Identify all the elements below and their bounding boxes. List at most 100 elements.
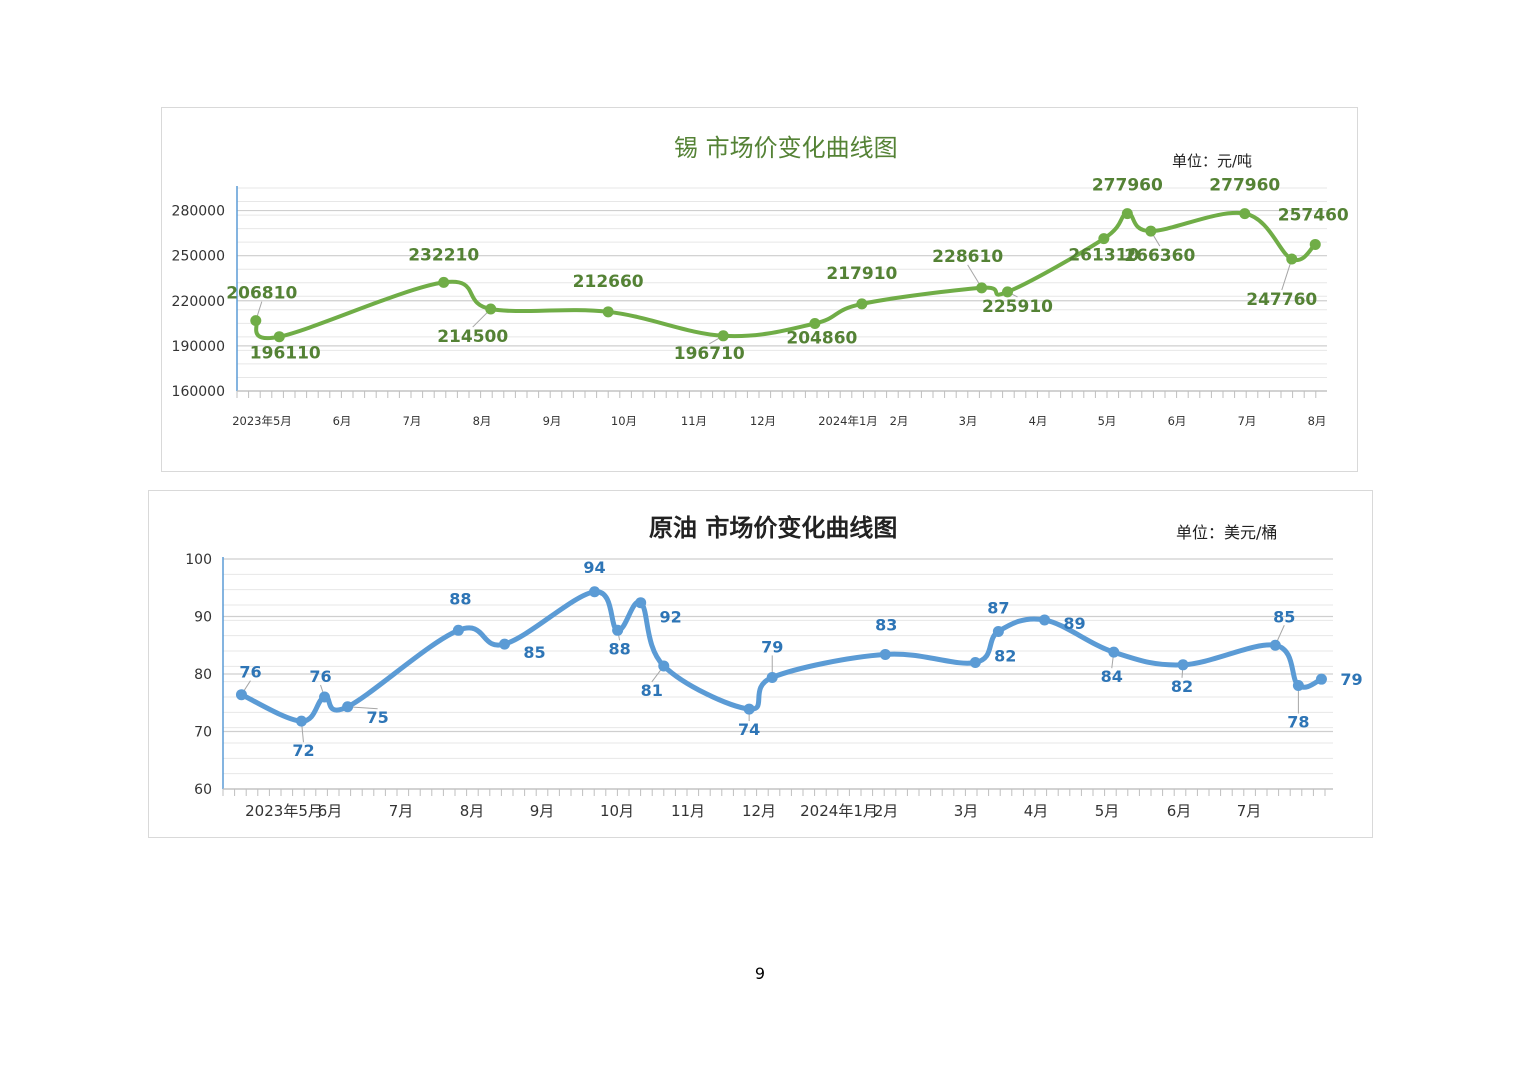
oil-x-tick-label: 7月 — [389, 802, 414, 820]
oil-data-point — [1039, 614, 1051, 626]
oil-data-label: 84 — [1101, 667, 1123, 686]
oil-data-point — [342, 701, 354, 713]
tin-price-chart: 160000 190000 220000 250000 280000 2023年5月 6月 7… — [161, 107, 1358, 472]
oil-data-point — [612, 624, 624, 636]
tin-unit-label: 单位：元/吨 — [1172, 152, 1252, 170]
tin-x-tick-label: 3月 — [959, 414, 978, 428]
oil-y-tick-label: 80 — [194, 667, 212, 683]
oil-data-point — [499, 638, 511, 650]
tin-y-tick-label: 220000 — [172, 294, 225, 310]
oil-data-label: 76 — [239, 663, 261, 682]
tin-data-point — [1121, 208, 1133, 220]
tin-data-label: 232210 — [408, 245, 479, 265]
oil-data-point — [766, 671, 778, 683]
tin-data-point — [1309, 238, 1321, 250]
oil-y-tick-label: 70 — [194, 725, 212, 741]
oil-data-point — [1315, 673, 1327, 685]
tin-y-tick-label: 190000 — [172, 339, 225, 355]
tin-data-point — [856, 298, 868, 310]
crude-oil-price-chart: 60 70 80 90 100 2023年5月 6月 7月 8月 9月 10月 11月 12月 2024年… — [148, 490, 1373, 838]
tin-y-tick-label: 280000 — [172, 204, 225, 220]
tin-x-tick-label: 12月 — [750, 414, 776, 428]
tin-data-label: 277960 — [1209, 176, 1280, 196]
tin-data-point — [1098, 233, 1110, 245]
tin-x-tick-label: 11月 — [681, 414, 707, 428]
tin-y-tick-label: 160000 — [172, 384, 225, 400]
tin-x-tick-label: 9月 — [543, 414, 562, 428]
tin-x-tick-label: 6月 — [333, 414, 352, 428]
tin-data-label: 217910 — [826, 264, 897, 284]
oil-data-point — [589, 586, 601, 598]
oil-series-line — [239, 589, 1324, 724]
oil-data-point — [235, 689, 247, 701]
oil-y-tick-label: 100 — [185, 552, 212, 568]
tin-data-label: 196710 — [674, 344, 745, 364]
tin-x-tick-label: 8月 — [473, 414, 492, 428]
oil-data-point — [295, 715, 307, 727]
tin-data-label: 204860 — [786, 329, 857, 349]
oil-data-label: 89 — [1063, 614, 1085, 633]
oil-data-point — [969, 657, 981, 668]
oil-data-point — [1292, 680, 1304, 691]
tin-data-label: 214500 — [437, 327, 508, 347]
tin-data-point — [717, 330, 729, 342]
tin-x-tick-label: 6月 — [1168, 414, 1187, 428]
oil-data-point — [635, 597, 647, 609]
tin-x-tick-label: 7月 — [1238, 414, 1257, 428]
tin-x-tick-label: 7月 — [403, 414, 422, 428]
oil-data-label: 87 — [987, 598, 1009, 617]
tin-chart-svg: 160000 190000 220000 250000 280000 2023年5月 6月 7… — [172, 134, 1349, 428]
tin-data-point — [976, 282, 988, 294]
oil-data-label: 81 — [641, 681, 663, 700]
tin-data-label: 266360 — [1124, 246, 1195, 266]
tin-y-tick-label: 250000 — [172, 249, 225, 265]
oil-unit-label: 单位：美元/桶 — [1176, 523, 1277, 542]
page-number: 9 — [754, 964, 766, 983]
oil-x-tick-label: 12月 — [742, 802, 776, 820]
oil-data-label: 74 — [738, 720, 760, 739]
tin-data-point — [602, 306, 614, 318]
oil-data-label: 94 — [583, 558, 605, 577]
tin-data-label: 247760 — [1246, 290, 1317, 310]
tin-data-point — [809, 318, 821, 330]
tin-data-label: 277960 — [1092, 176, 1163, 196]
tin-chart-title: 锡 市场价变化曲线图 — [674, 134, 898, 162]
oil-data-point — [658, 660, 670, 672]
oil-data-label: 78 — [1287, 713, 1309, 732]
tin-data-point — [250, 315, 262, 327]
oil-x-tick-label: 4月 — [1024, 802, 1049, 820]
oil-data-point — [319, 691, 331, 703]
tin-x-tick-label: 10月 — [611, 414, 637, 428]
oil-x-tick-label: 3月 — [954, 802, 979, 820]
oil-data-point — [1177, 659, 1189, 671]
oil-data-label: 85 — [523, 643, 545, 662]
oil-data-label: 79 — [761, 637, 783, 656]
tin-x-tick-label: 2024年1月 — [818, 414, 878, 428]
oil-data-point — [1269, 639, 1281, 651]
oil-x-tick-label: 6月 — [318, 802, 343, 820]
tin-data-label: 196110 — [250, 344, 321, 364]
tin-data-label: 225910 — [982, 297, 1053, 317]
oil-data-point — [743, 703, 755, 715]
oil-chart-title: 原油 市场价变化曲线图 — [649, 514, 897, 542]
oil-x-tick-label: 10月 — [600, 802, 634, 820]
oil-data-label: 83 — [875, 615, 897, 634]
tin-data-point — [438, 276, 450, 288]
tin-data-label: 206810 — [226, 284, 297, 304]
tin-x-tick-label: 5月 — [1098, 414, 1117, 428]
tin-data-label: 257460 — [1278, 205, 1349, 225]
oil-x-tick-label: 2月 — [874, 802, 899, 820]
tin-data-point — [485, 303, 497, 315]
oil-data-label: 92 — [660, 608, 682, 627]
oil-data-point — [992, 625, 1004, 637]
tin-series-line — [253, 210, 1318, 341]
tin-data-label: 212660 — [573, 272, 644, 292]
oil-data-label: 72 — [292, 741, 314, 760]
tin-x-tick-label: 2月 — [890, 414, 909, 428]
oil-x-tick-label: 6月 — [1167, 802, 1192, 820]
oil-data-label: 82 — [994, 647, 1016, 666]
tin-data-label: 228610 — [932, 247, 1003, 267]
oil-data-label: 85 — [1273, 607, 1295, 626]
oil-data-point — [879, 648, 891, 660]
